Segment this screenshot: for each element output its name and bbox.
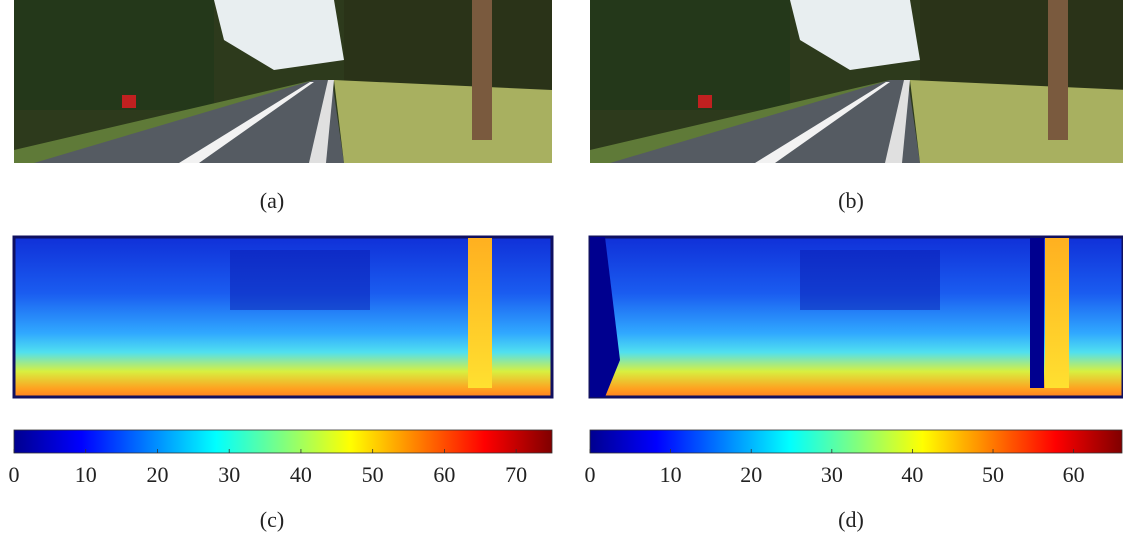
tick-label: 20 [146, 462, 168, 487]
tick-label: 20 [740, 462, 762, 487]
tick-label: 40 [290, 462, 312, 487]
tick-label: 0 [9, 462, 20, 487]
disparity-d [590, 237, 1123, 397]
photo-left [14, 0, 552, 163]
tick-label: 10 [660, 462, 682, 487]
tick-label: 40 [901, 462, 923, 487]
tick-label: 10 [75, 462, 97, 487]
tick-label: 50 [362, 462, 384, 487]
tick-label: 30 [218, 462, 240, 487]
tick-label: 70 [505, 462, 527, 487]
photo-right [590, 0, 1123, 163]
tick-label: 30 [821, 462, 843, 487]
caption: (a) [260, 188, 284, 213]
colorbar [590, 430, 1122, 453]
disparity-c [14, 237, 552, 397]
figure: (a) (b) (c) (d) 0 10 20 30 40 50 60 70 0 10 20 30 40… [0, 0, 1123, 543]
caption: (d) [838, 507, 864, 532]
caption: (c) [260, 507, 284, 532]
tick-label: 50 [982, 462, 1004, 487]
caption: (b) [838, 188, 864, 213]
tick-label: 60 [433, 462, 455, 487]
colorbar [14, 430, 552, 453]
tick-label: 0 [585, 462, 596, 487]
tick-label: 60 [1063, 462, 1085, 487]
